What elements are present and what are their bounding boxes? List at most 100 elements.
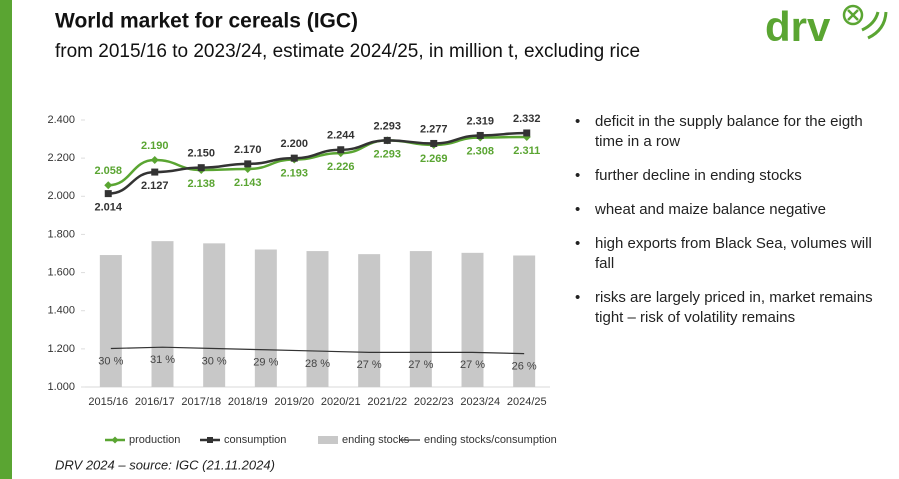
bar-label: 616 [308, 236, 326, 248]
bullet: high exports from Black Sea, volumes wil… [575, 234, 875, 274]
logo-cross [847, 9, 859, 21]
y-tick-label: 2.000 [47, 190, 75, 202]
marker [383, 136, 391, 144]
data-label: 2.150 [187, 148, 215, 160]
bar-label: 661 [153, 226, 171, 238]
bar [513, 255, 536, 387]
data-label: 2.226 [327, 161, 355, 173]
y-tick-label: 1.800 [47, 228, 75, 240]
ratio-label: 31 % [150, 354, 175, 366]
series-line [108, 135, 527, 187]
data-label: 2.293 [373, 120, 401, 132]
ratio-label: 28 % [305, 358, 330, 370]
data-label: 2.193 [280, 167, 308, 179]
legend-swatch [318, 436, 338, 444]
logo: drv [765, 3, 888, 50]
x-tick-label: 2017/18 [181, 396, 221, 408]
y-tick-label: 1.600 [47, 266, 75, 278]
data-label: 2.200 [280, 138, 308, 150]
bar [99, 255, 122, 387]
y-tick-label: 2.400 [47, 114, 75, 126]
bullet: risks are largely priced in, market rema… [575, 288, 875, 328]
data-label: 2.190 [141, 140, 169, 152]
data-label: 2.143 [234, 177, 262, 189]
bullet: further decline in ending stocks [575, 166, 875, 186]
x-tick-label: 2019/20 [274, 396, 314, 408]
marker [523, 129, 531, 137]
data-label: 2.058 [94, 165, 122, 177]
data-label: 2.319 [466, 115, 494, 127]
bullet: wheat and maize balance negative [575, 200, 875, 220]
y-tick-label: 2.200 [47, 152, 75, 164]
x-tick-label: 2022/23 [414, 396, 454, 408]
bar-label: 596 [515, 240, 533, 252]
data-label: 2.170 [234, 144, 262, 156]
x-tick-label: 2021/22 [367, 396, 407, 408]
x-tick-label: 2020/21 [321, 396, 361, 408]
data-label: 2.308 [466, 145, 494, 157]
data-label: 2.138 [187, 178, 215, 190]
marker [150, 156, 159, 165]
data-label: 2.244 [327, 130, 355, 142]
bar-label: 608 [463, 238, 481, 250]
ratio-label: 30 % [98, 355, 123, 367]
bar-label: 651 [205, 228, 223, 240]
legend-marker [207, 437, 213, 443]
footer: DRV 2024 – source: IGC (21.11.2024) [55, 457, 275, 472]
ratio-line [110, 346, 525, 355]
marker [104, 181, 113, 190]
bar [203, 243, 226, 387]
x-tick-label: 2024/25 [507, 396, 547, 408]
y-tick-label: 1.200 [47, 343, 75, 355]
marker [476, 131, 484, 139]
ratio-label: 30 % [202, 355, 227, 367]
data-label: 2.127 [141, 180, 169, 192]
legend-label: production [129, 434, 180, 446]
bullet-list: deficit in the supply balance for the ei… [575, 112, 875, 342]
bar-label: 602 [360, 239, 378, 251]
x-tick-label: 2023/24 [460, 396, 500, 408]
title: World market for cereals (IGC) [55, 10, 358, 33]
legend-label: ending stocks [342, 434, 410, 446]
ratio-label: 27 % [408, 359, 433, 371]
legend-label: ending stocks/consumption [424, 434, 557, 446]
data-label: 2.014 [94, 202, 122, 214]
series-line [108, 131, 527, 195]
bar [409, 251, 432, 387]
logo-arcs [861, 11, 888, 40]
bar-label: 598 [102, 240, 120, 252]
subtitle: from 2015/16 to 2023/24, estimate 2024/2… [55, 41, 640, 62]
bar [254, 249, 277, 387]
side-bar [0, 0, 12, 479]
marker [151, 168, 159, 176]
data-label: 2.277 [420, 123, 448, 135]
marker [337, 146, 345, 154]
logo-circle [842, 4, 864, 26]
x-tick-label: 2015/16 [88, 396, 128, 408]
marker [430, 139, 438, 147]
x-tick-label: 2016/17 [135, 396, 175, 408]
legend-label: consumption [224, 434, 286, 446]
bar-label: 623 [257, 234, 275, 246]
marker [104, 190, 112, 198]
marker [244, 160, 252, 168]
legend-marker [111, 436, 119, 444]
bullet: deficit in the supply balance for the ei… [575, 112, 875, 152]
ratio-label: 26 % [512, 361, 537, 373]
data-label: 2.293 [373, 148, 401, 160]
ratio-label: 29 % [253, 357, 278, 369]
bar [461, 252, 484, 387]
marker [290, 154, 298, 162]
data-label: 2.332 [513, 113, 541, 125]
y-tick-label: 1.000 [47, 381, 75, 393]
ratio-label: 27 % [460, 359, 485, 371]
y-tick-label: 1.400 [47, 305, 75, 317]
x-tick-label: 2018/19 [228, 396, 268, 408]
marker [197, 164, 205, 172]
bar-label: 616 [412, 236, 430, 248]
ratio-label: 27 % [357, 359, 382, 371]
bar [151, 241, 174, 387]
bar [358, 254, 381, 387]
